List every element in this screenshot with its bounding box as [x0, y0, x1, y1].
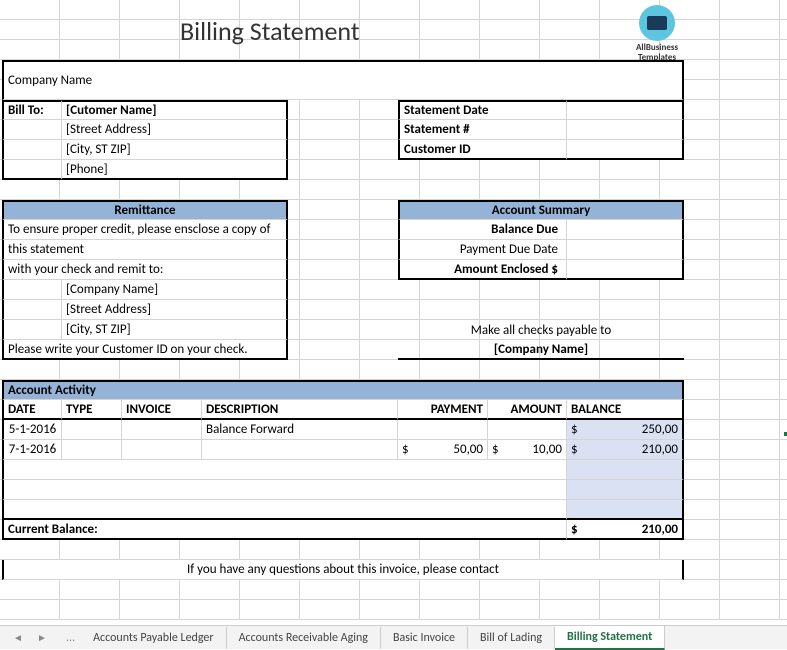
tab-basic-invoice[interactable]: Basic Invoice: [381, 627, 468, 649]
col-payment: PAYMENT: [398, 400, 488, 420]
remittance-header: Remittance: [2, 200, 288, 220]
balance-total: 210,00: [642, 522, 678, 537]
company-name-cell[interactable]: Company Name: [2, 60, 684, 100]
remit-street[interactable]: [Street Address]: [62, 300, 288, 320]
footer-note: If you have any questions about this inv…: [2, 560, 684, 580]
table-row-balance[interactable]: $ 250,00: [567, 420, 684, 440]
tab-nav-arrows[interactable]: ◄ ►: [0, 631, 60, 644]
table-row-invoice[interactable]: [122, 440, 202, 460]
tab-first-icon[interactable]: ◄: [13, 631, 23, 644]
empty-row[interactable]: [2, 480, 567, 500]
statement-date-label: Statement Date: [398, 100, 567, 120]
col-type: TYPE: [62, 400, 122, 420]
col-invoice: INVOICE: [122, 400, 202, 420]
currency-symbol: $: [571, 522, 578, 537]
spacer: [2, 320, 62, 340]
table-row-type[interactable]: [62, 440, 122, 460]
empty-row[interactable]: [2, 500, 567, 520]
col-amount: AMOUNT: [488, 400, 567, 420]
logo-icon: [639, 5, 675, 41]
tab-billing-statement[interactable]: Billing Statement: [555, 626, 665, 650]
table-row-balance[interactable]: $ 210,00: [567, 440, 684, 460]
table-row-desc[interactable]: Balance Forward: [202, 420, 398, 440]
payment-value: 50,00: [453, 442, 483, 457]
bill-to-phone[interactable]: [Phone]: [62, 160, 288, 180]
remit-company[interactable]: [Company Name]: [62, 280, 288, 300]
tab-prev-icon[interactable]: ►: [37, 631, 47, 644]
balance-value: 210,00: [642, 442, 678, 457]
remit-city[interactable]: [City, ST ZIP]: [62, 320, 288, 340]
amount-enclosed-label: Amount Enclosed $: [398, 260, 567, 280]
spacer: [2, 300, 62, 320]
currency-symbol: $: [571, 442, 578, 457]
spacer: [2, 160, 62, 180]
table-row-desc[interactable]: [202, 440, 398, 460]
bill-to-label: Bill To:: [2, 100, 62, 120]
page-title: Billing Statement: [180, 15, 360, 47]
bill-to-street[interactable]: [Street Address]: [62, 120, 288, 140]
balance-value: 250,00: [642, 422, 678, 437]
table-row-type[interactable]: [62, 420, 122, 440]
payable-company[interactable]: [Company Name]: [398, 340, 684, 360]
current-balance-value[interactable]: $ 210,00: [567, 520, 684, 540]
currency-symbol: $: [571, 422, 578, 437]
sheet-tabs: ◄ ► ... Accounts Payable Ledger Accounts…: [0, 625, 787, 649]
spacer: [2, 280, 62, 300]
table-row-date[interactable]: 5-1-2016: [2, 420, 62, 440]
table-row-date[interactable]: 7-1-2016: [2, 440, 62, 460]
tab-bill-of-lading[interactable]: Bill of Lading: [468, 627, 555, 649]
amount-enclosed-value[interactable]: [567, 260, 684, 280]
account-activity-header: Account Activity: [2, 380, 684, 400]
company-name-label: Company Name: [8, 73, 92, 88]
spacer: [2, 140, 62, 160]
payment-due-label: Payment Due Date: [398, 240, 567, 260]
table-row-amount[interactable]: [488, 420, 567, 440]
table-row-payment[interactable]: $ 50,00: [398, 440, 488, 460]
remittance-footer: Please write your Customer ID on your ch…: [2, 340, 288, 360]
table-row-amount[interactable]: $ 10,00: [488, 440, 567, 460]
spacer: [2, 120, 62, 140]
account-summary-header: Account Summary: [398, 200, 684, 220]
col-date: DATE: [2, 400, 62, 420]
empty-balance[interactable]: [567, 480, 684, 500]
payable-to-text: Make all checks payable to: [398, 320, 684, 340]
bill-to-customer[interactable]: [Cutomer Name]: [62, 100, 288, 120]
col-desc: DESCRIPTION: [202, 400, 398, 420]
payment-due-value[interactable]: [567, 240, 684, 260]
customer-id-label: Customer ID: [398, 140, 567, 160]
current-balance-label: Current Balance:: [2, 520, 567, 540]
customer-id-value[interactable]: [567, 140, 684, 160]
balance-due-value[interactable]: [567, 220, 684, 240]
balance-due-label: Balance Due: [398, 220, 567, 240]
spreadsheet-sheet[interactable]: Billing Statement AllBusinessTemplates C…: [0, 0, 787, 620]
statement-number-value[interactable]: [567, 120, 684, 140]
table-row-payment[interactable]: [398, 420, 488, 440]
remittance-line1: To ensure proper credit, please ensclose…: [2, 220, 288, 240]
remittance-line2: this statement: [2, 240, 288, 260]
col-balance: BALANCE: [567, 400, 684, 420]
currency-symbol: $: [492, 442, 499, 457]
bill-to-city[interactable]: [City, ST ZIP]: [62, 140, 288, 160]
tab-accounts-receivable[interactable]: Accounts Receivable Aging: [227, 627, 381, 649]
tab-ellipsis: ...: [60, 631, 81, 645]
statement-date-value[interactable]: [567, 100, 684, 120]
tab-accounts-payable[interactable]: Accounts Payable Ledger: [81, 627, 226, 649]
brand-logo: AllBusinessTemplates: [622, 5, 692, 63]
remittance-line3: with your check and remit to:: [2, 260, 288, 280]
statement-number-label: Statement #: [398, 120, 567, 140]
table-row-invoice[interactable]: [122, 420, 202, 440]
currency-symbol: $: [402, 442, 409, 457]
empty-balance[interactable]: [567, 500, 684, 520]
empty-balance[interactable]: [567, 460, 684, 480]
amount-value: 10,00: [532, 442, 562, 457]
empty-row[interactable]: [2, 460, 567, 480]
